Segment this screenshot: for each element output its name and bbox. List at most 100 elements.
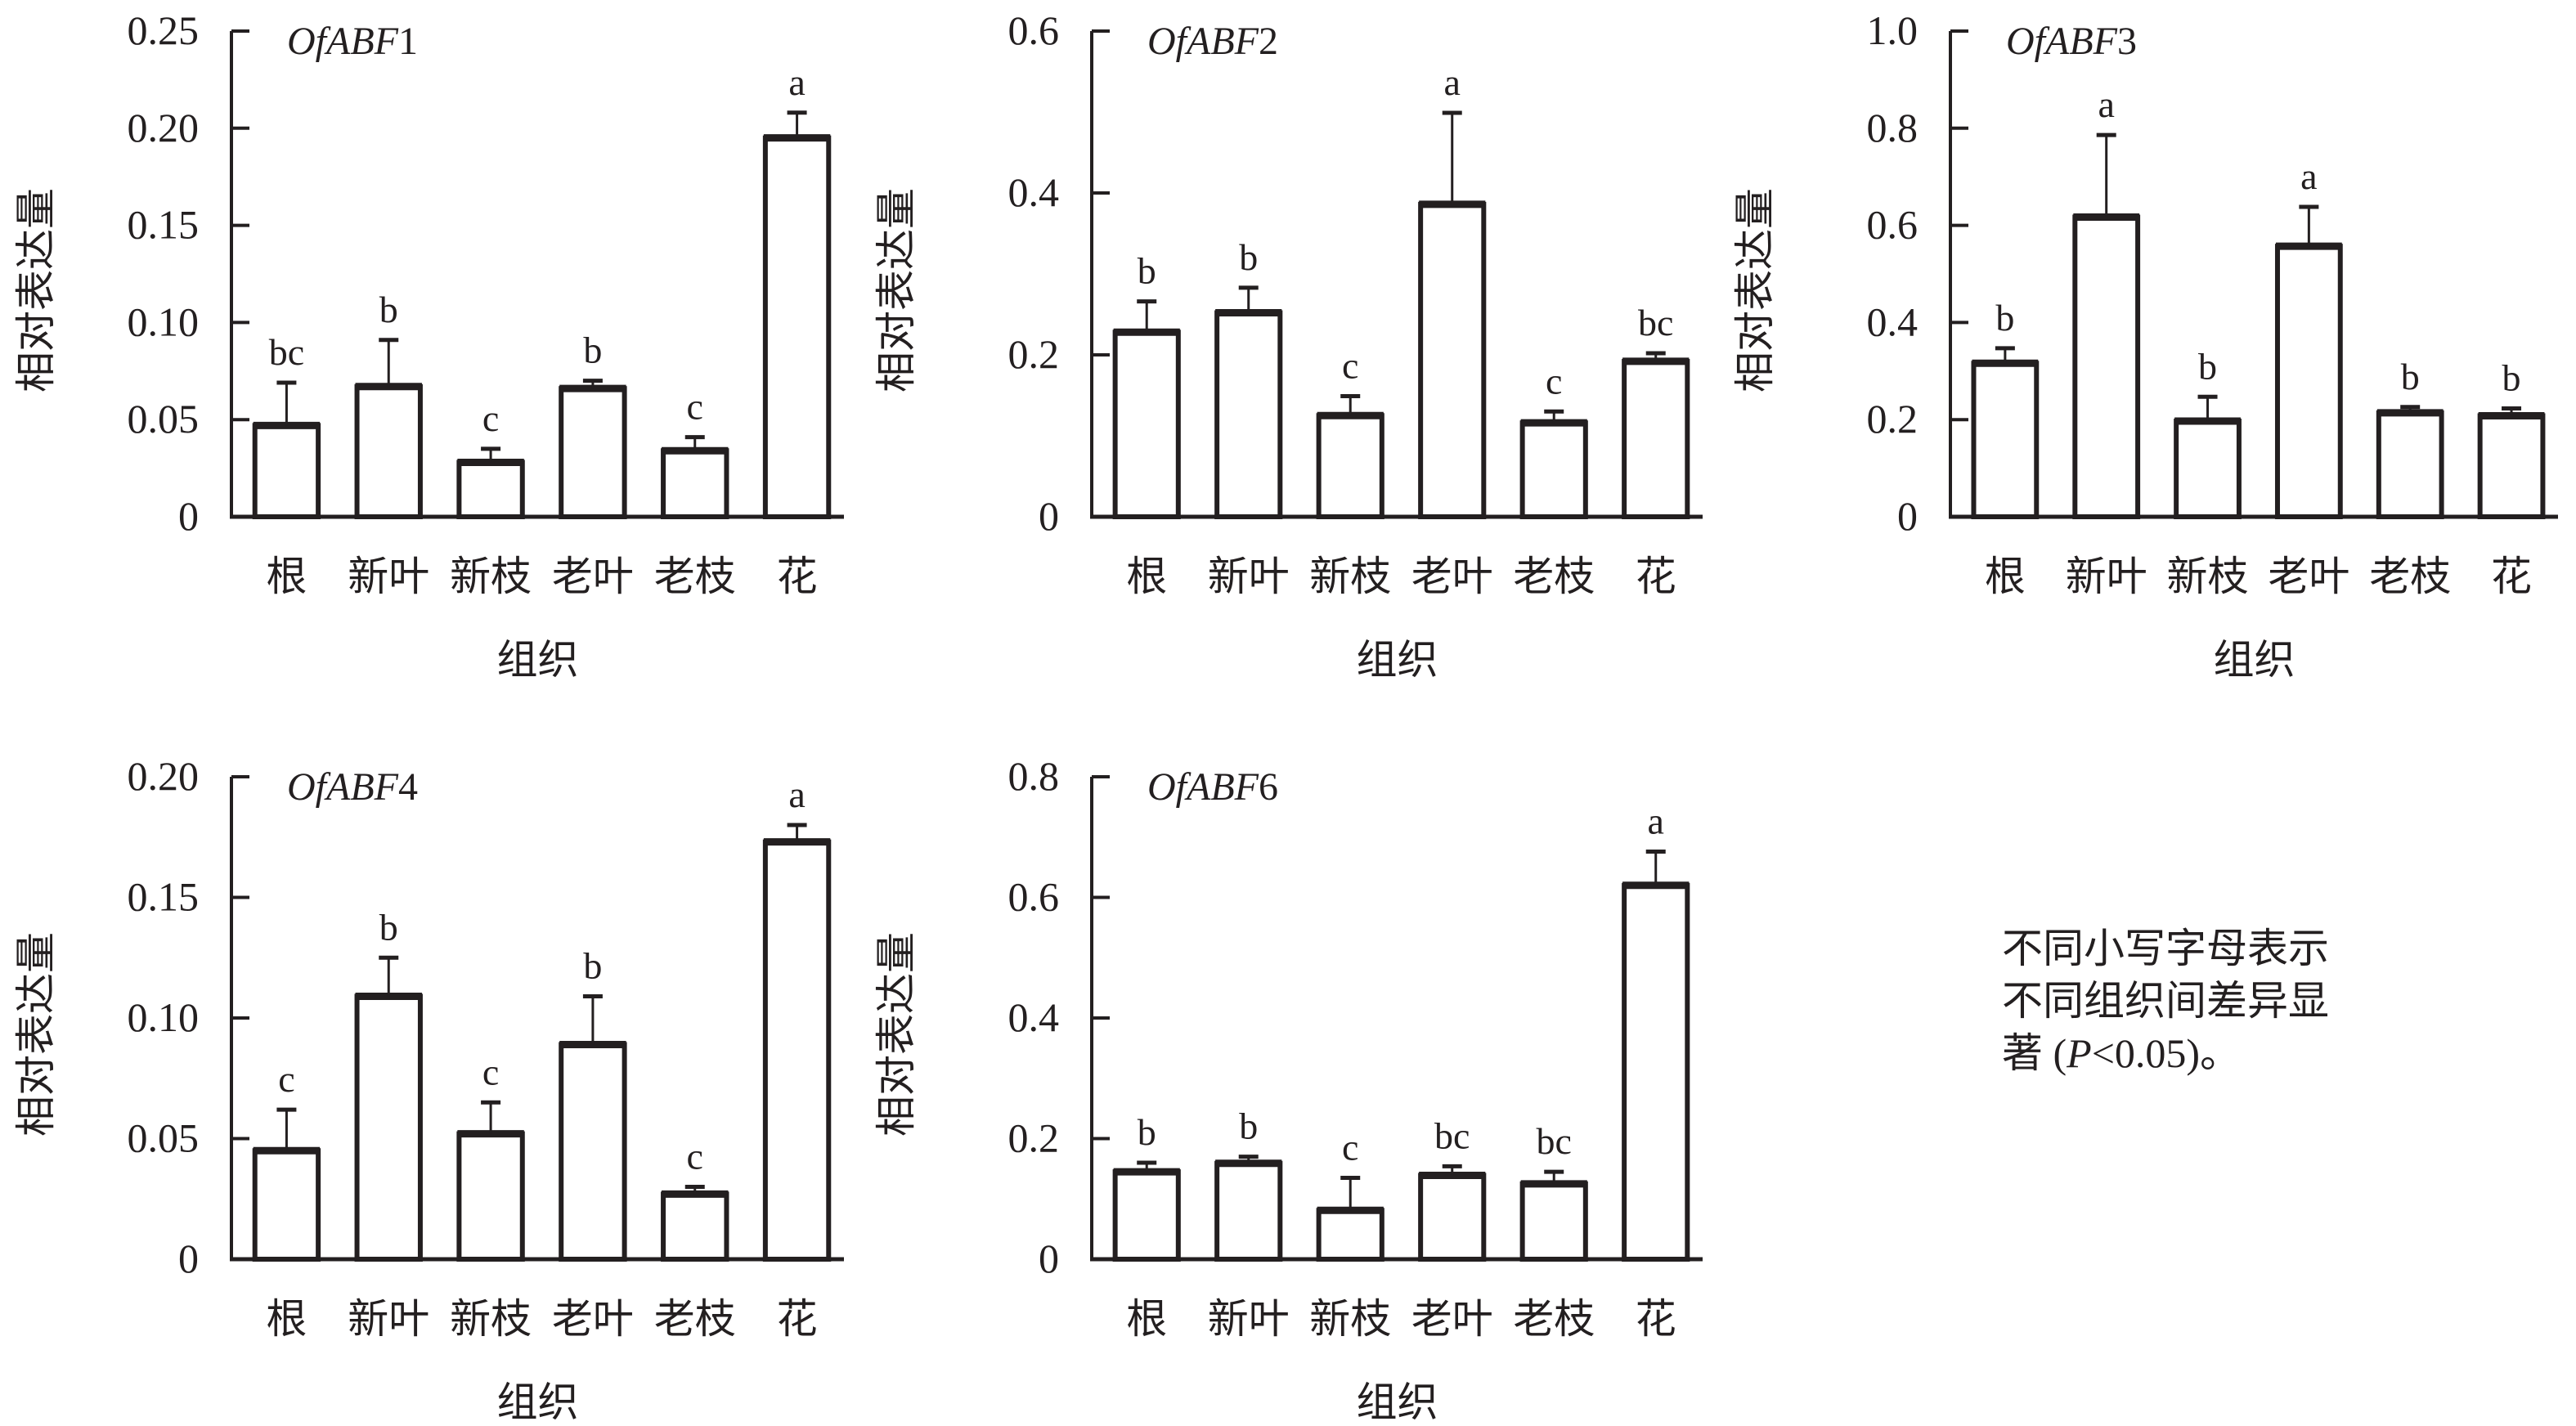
x-tick-label: 老枝: [1513, 554, 1595, 599]
y-tick-label: 0.05: [128, 396, 200, 442]
bar-1: [252, 1148, 321, 1262]
significance-label: c: [1342, 1126, 1358, 1168]
chart-title: OfABF2: [1147, 20, 1278, 63]
x-axis-title: 组织: [497, 637, 579, 683]
y-axis-title: 相对表达量: [13, 932, 59, 1137]
x-axis-title: 组织: [1357, 1379, 1438, 1425]
note-p-symbol: P: [2067, 1030, 2092, 1076]
chart-title-number: 4: [398, 765, 418, 809]
y-tick-label: 0.15: [128, 202, 200, 248]
x-tick-label: 新叶: [1208, 1296, 1290, 1342]
x-axis-title: 组织: [497, 1379, 579, 1425]
y-tick-label: 0.6: [1867, 202, 1919, 248]
x-tick-label: 老叶: [1411, 1296, 1493, 1342]
bar-2: [2072, 214, 2141, 519]
x-tick-label: 老枝: [654, 554, 736, 599]
x-axis-title: 组织: [1357, 637, 1438, 683]
significance-label: c: [1546, 360, 1562, 401]
x-tick-label: 根: [1985, 554, 2026, 599]
bar-5: [1519, 420, 1588, 519]
significance-label: a: [2300, 155, 2317, 197]
significance-label: b: [2198, 345, 2217, 387]
x-tick-label: 根: [1126, 554, 1167, 599]
y-tick-label: 0: [178, 1235, 199, 1281]
significance-label: b: [1239, 236, 1258, 278]
x-tick-label: 老叶: [2268, 554, 2349, 599]
bar-5: [661, 1191, 729, 1262]
y-tick-label: 0.2: [1867, 396, 1919, 442]
y-tick-label: 0.20: [128, 105, 200, 150]
significance-note: 不同小写字母表示 不同组织间差异显 著 (P<0.05)。: [2002, 922, 2329, 1079]
x-tick-label: 新叶: [2066, 554, 2147, 599]
x-tick-label: 新叶: [348, 1296, 429, 1342]
x-tick-label: 花: [1636, 554, 1676, 599]
y-tick-label: 0.05: [128, 1115, 200, 1161]
x-tick-label: 新枝: [2167, 554, 2249, 599]
chart-title-number: 2: [1259, 20, 1278, 63]
y-tick-label: 0.4: [1008, 994, 1060, 1040]
y-tick-label: 0.25: [128, 7, 200, 53]
significance-label: b: [1138, 1111, 1156, 1153]
y-tick-label: 0.8: [1867, 105, 1919, 150]
y-tick-label: 0.2: [1008, 1115, 1060, 1161]
x-tick-label: 老枝: [654, 1296, 736, 1342]
note-line-3-prefix: 著 (: [2002, 1030, 2067, 1076]
chart-title-gene: OfABF: [1147, 765, 1259, 809]
significance-label: c: [1342, 344, 1358, 386]
y-tick-label: 0.4: [1008, 169, 1060, 215]
y-tick-label: 0.8: [1008, 753, 1060, 799]
x-tick-label: 新枝: [450, 554, 532, 599]
significance-label: c: [278, 1058, 294, 1100]
bar-6: [762, 839, 832, 1262]
significance-label: b: [1239, 1105, 1258, 1147]
bar-2: [354, 993, 423, 1262]
bar-5: [661, 448, 729, 519]
chart-panel-2: 0 0.2 0.4 0.6 相对表达量 OfABF2 b 根 b 新叶 c 新枝 a 老叶 c 老枝 bc 花组织: [873, 7, 1703, 683]
y-tick-label: 0.6: [1008, 7, 1060, 53]
y-axis-title: 相对表达量: [1732, 188, 1778, 392]
chart-title-number: 6: [1259, 765, 1278, 809]
x-tick-label: 根: [266, 1296, 307, 1342]
chart-title: OfABF1: [287, 20, 418, 63]
significance-label: a: [788, 61, 805, 103]
y-tick-label: 1.0: [1867, 7, 1919, 53]
x-tick-label: 花: [777, 554, 818, 599]
y-tick-label: 0.6: [1008, 874, 1060, 920]
y-axis-title: 相对表达量: [873, 188, 919, 392]
note-line-3-suffix: <0.05)。: [2091, 1030, 2242, 1076]
x-tick-label: 老叶: [552, 1296, 634, 1342]
chart-title-gene: OfABF: [287, 20, 399, 63]
chart-panel-4: 0 0.05 0.10 0.15 0.20 相对表达量 OfABF4 c 根 b 新叶 c 新枝 b 老叶 c…: [13, 753, 844, 1425]
y-tick-label: 0: [1897, 493, 1918, 539]
x-tick-label: 花: [1636, 1296, 1676, 1342]
bar-6: [2477, 413, 2546, 519]
x-tick-label: 根: [1126, 1296, 1167, 1342]
significance-label: c: [482, 397, 499, 439]
bar-5: [2376, 410, 2444, 519]
x-tick-label: 花: [777, 1296, 818, 1342]
y-tick-label: 0.10: [128, 994, 200, 1040]
y-tick-label: 0.2: [1008, 331, 1060, 377]
significance-label: b: [2502, 357, 2521, 399]
x-tick-label: 新叶: [348, 554, 429, 599]
chart-panel-5: 0 0.2 0.4 0.6 0.8 相对表达量 OfABF6 b 根 b 新叶 c 新枝 bc 老叶 bc 老枝…: [873, 753, 1703, 1425]
chart-title: OfABF3: [2006, 20, 2137, 63]
x-tick-label: 花: [2491, 554, 2532, 599]
x-tick-label: 老枝: [1513, 1296, 1595, 1342]
bar-1: [1112, 330, 1181, 519]
chart-title-number: 1: [398, 20, 418, 63]
bar-1: [1112, 1169, 1181, 1262]
significance-label: bc: [1537, 1120, 1572, 1162]
chart-panel-1: 00.050.100.150.200.25相对表达量OfABF1bc根b新叶c新…: [13, 7, 844, 683]
significance-label: b: [583, 944, 602, 986]
bar-4: [559, 1042, 627, 1262]
y-tick-label: 0.4: [1867, 298, 1919, 344]
significance-label: bc: [1434, 1114, 1470, 1156]
significance-label: bc: [1638, 302, 1673, 343]
x-tick-label: 老叶: [552, 554, 634, 599]
x-tick-label: 新枝: [1309, 554, 1391, 599]
bar-1: [1971, 361, 2040, 519]
bar-3: [1316, 413, 1384, 519]
y-tick-label: 0: [1039, 493, 1059, 539]
